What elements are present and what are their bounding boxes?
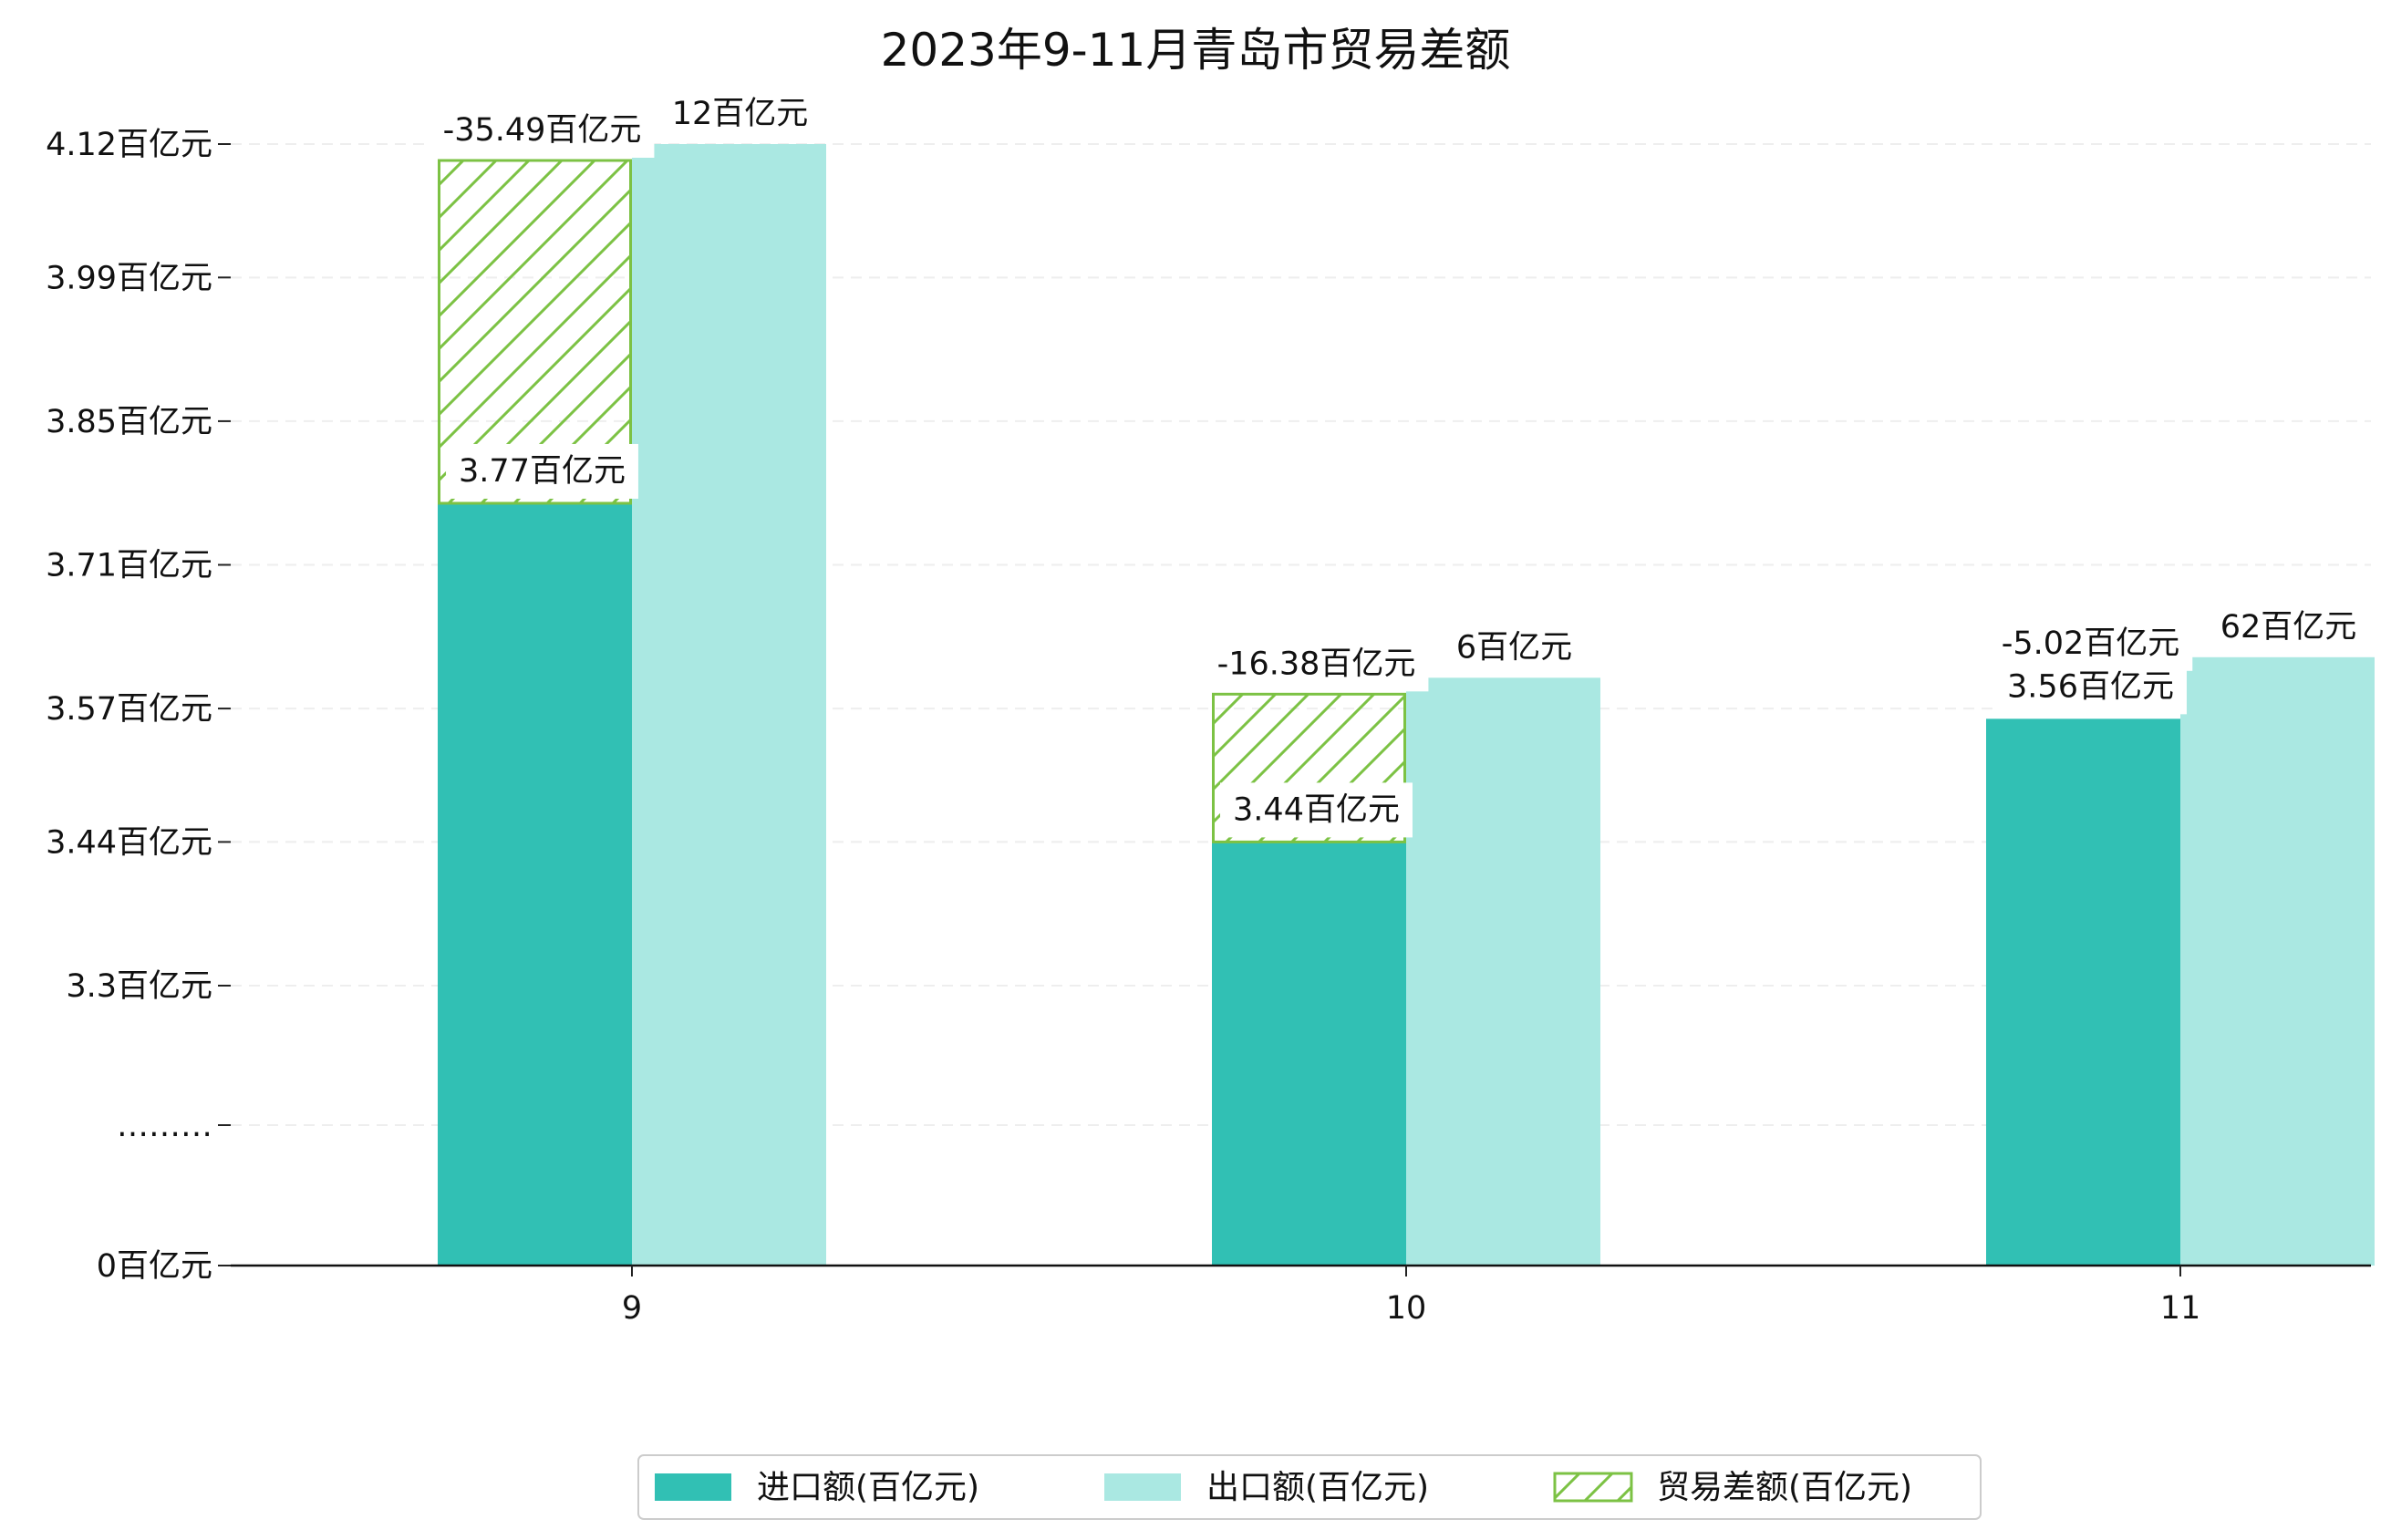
legend-export-label: 出口额(百亿元) <box>1206 1469 1429 1506</box>
y-tick-label: 3.44百亿元 <box>46 824 212 861</box>
data-labels: 3.77百亿元 12百亿元 -35.49百亿元 3.44百亿元 6百亿元 -16.38百亿… <box>430 87 2370 838</box>
y-tick-label: 3.85百亿元 <box>46 404 212 440</box>
y-tick-label: 3.99百亿元 <box>46 260 212 296</box>
x-tick-label: 9 <box>622 1290 642 1327</box>
x-tick-label: 10 <box>1386 1290 1427 1327</box>
export-label: 62百亿元 <box>2220 609 2357 646</box>
axes: 0百亿元 3.3百亿元 3.44百亿元 3.57百亿元 3.71百亿元 3.85百亿元 3.… <box>46 127 2371 1327</box>
balance-label-box <box>1204 636 1429 692</box>
import-label-group: 3.77百亿元 <box>446 443 638 499</box>
legend-export-swatch <box>1104 1473 1181 1501</box>
export-bar <box>1406 677 1600 1266</box>
x-tick-label: 11 <box>2160 1290 2201 1327</box>
export-label: 6百亿元 <box>1456 629 1572 666</box>
import-label: 3.44百亿元 <box>1233 791 1400 828</box>
export-label-group: 62百亿元 <box>2207 599 2370 655</box>
y-tick-label: 3.71百亿元 <box>46 548 212 584</box>
y-tick-label: 3.3百亿元 <box>66 968 212 1005</box>
y-axis-break-label: ……… <box>117 1108 212 1144</box>
export-label-box <box>658 87 822 141</box>
import-bar <box>1986 718 2180 1266</box>
legend-balance-label: 贸易差额(百亿元) <box>1657 1469 1912 1506</box>
import-label-group: 3.44百亿元 <box>1220 782 1413 838</box>
export-label: 12百亿元 <box>672 96 809 132</box>
export-label-box <box>2207 599 2370 655</box>
legend-balance-swatch <box>1553 1472 1633 1503</box>
import-label: 3.77百亿元 <box>459 453 626 490</box>
balance-label-group: -16.38百亿元 <box>1204 636 1429 692</box>
balance-label: -35.49百亿元 <box>443 112 642 149</box>
y-tick-label: 0百亿元 <box>97 1248 212 1285</box>
chart-title: 2023年9-11月青岛市贸易差额 <box>881 24 1511 77</box>
import-label-box <box>446 443 638 499</box>
y-tick-label: 3.57百亿元 <box>46 691 212 728</box>
bars <box>438 144 2375 1266</box>
export-bar <box>632 144 826 1266</box>
legend-import-label: 进口额(百亿元) <box>757 1469 979 1506</box>
import-bar <box>1212 842 1406 1266</box>
legend: 进口额(百亿元) 出口额(百亿元) 贸易差额(百亿元) <box>637 1454 1982 1520</box>
import-label-box <box>1220 782 1413 838</box>
balance-label: -5.02百亿元 <box>2002 625 2180 662</box>
export-label-group: 6百亿元 <box>1443 620 1586 676</box>
balance-label: -16.38百亿元 <box>1217 646 1416 682</box>
balance-label-group: -35.49百亿元 <box>430 103 655 158</box>
balance-label-group: -5.02百亿元 <box>1988 615 2193 671</box>
import-bar <box>438 502 632 1266</box>
balance-label-box <box>430 103 655 158</box>
import-label: 3.56百亿元 <box>2007 668 2174 705</box>
export-label-group: 12百亿元 <box>658 87 822 141</box>
legend-box <box>637 1454 1982 1520</box>
export-bar <box>2180 656 2375 1266</box>
balance-label-box <box>1988 615 2193 671</box>
export-label-box <box>1443 620 1586 676</box>
legend-import-swatch <box>655 1473 731 1501</box>
y-tick-label: 4.12百亿元 <box>46 127 212 163</box>
